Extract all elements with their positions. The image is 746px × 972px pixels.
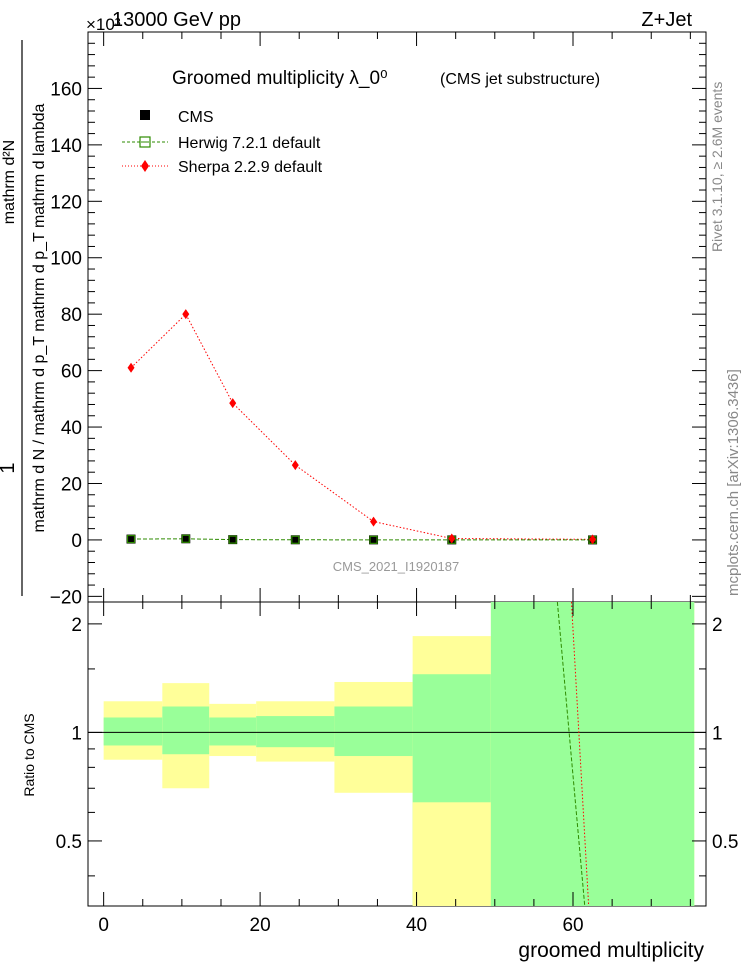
chart-subtitle: (CMS jet substructure) [440,71,600,88]
ratio-line-herwig [556,601,586,907]
main-ylabel: 1 mathrm d N / mathrm d p_T mathrm d p_T… [0,40,48,596]
main-ytick-label: 60 [61,362,82,383]
process-label: Z+Jet [641,9,692,31]
ratio-bands [103,602,695,906]
ratio-stat-band [209,717,257,746]
ratio-xtick-label: 20 [250,915,271,936]
sherpa-point [370,516,378,527]
cms-data-point [126,534,136,544]
mcplots-label: mcplots.cern.ch [arXiv:1306.3436] [725,369,742,596]
ratio-ylabel: Ratio to CMS [21,713,37,796]
ratio-ytick-label-right: 2 [712,615,723,636]
main-series [126,309,598,545]
main-ytick-label: −20 [50,587,82,608]
legend: CMS Herwig 7.2.1 default Sherpa 2.2.9 de… [122,109,323,176]
legend-cms-marker [140,110,150,120]
legend-sherpa-marker [141,160,149,172]
ratio-lines [556,601,590,907]
ratio-stat-band [103,717,163,746]
main-ytick-label: 160 [50,79,82,100]
ratio-ytick-label: 1 [71,723,82,744]
analysis-watermark: CMS_2021_I1920187 [333,559,460,574]
ratio-stat-band [490,602,695,906]
cms-data-point [228,535,238,545]
herwig-point [369,535,378,544]
sherpa-point [448,533,456,544]
main-ytick-label: 80 [61,305,82,326]
ratio-total-band-low [412,802,491,906]
y-exponent-label: ×10³ [86,15,121,34]
main-axis-ticks: −20 0 20 40 60 80 100 120 140 160 [50,32,706,608]
herwig-line [131,538,593,541]
ratio-xtick-label: 0 [98,915,109,936]
ratio-ytick-label-right: 0.5 [712,832,738,853]
sherpa-point [127,362,135,373]
ylabel-top: mathrm d²N [1,140,18,224]
energy-label: 13000 GeV pp [112,9,241,31]
ylabel-numerator: 1 [0,462,19,473]
cms-data-point [290,535,300,545]
main-ytick-label: 0 [71,531,82,552]
herwig-point [291,535,300,544]
main-ytick-label: 140 [50,136,82,157]
ratio-axis-ticks: 0.5 0.51 12 20 20 40 60 [56,602,738,936]
herwig-point [126,534,136,544]
cms-data-point [181,534,191,544]
legend-herwig-label: Herwig 7.2.1 default [178,135,321,152]
legend-sherpa-label: Sherpa 2.2.9 default [178,159,323,176]
main-ytick-label: 20 [61,474,82,495]
ratio-xtick-label: 60 [562,915,583,936]
ratio-plot-frame [87,601,707,907]
ratio-ytick-label-right: 1 [712,723,723,744]
ratio-ytick-label: 0.5 [56,832,82,853]
herwig-point [228,535,237,544]
herwig-point [181,534,190,543]
main-ytick-label: 40 [61,418,82,439]
chart-title: Groomed multiplicity λ_0⁰ [172,68,388,89]
cms-data-point [369,535,379,545]
main-ytick-label: 120 [50,192,82,213]
rivet-label: Rivet 3.1.10, ≥ 2.6M events [709,82,725,252]
sherpa-point [182,309,190,320]
ratio-stat-band [256,716,335,748]
ratio-xtick-label: 40 [406,915,427,936]
sherpa-point [291,460,299,471]
legend-cms-label: CMS [178,109,214,126]
x-axis-label: groomed multiplicity [518,939,704,962]
sherpa-line [130,313,593,540]
sherpa-point [229,398,237,409]
sherpa-point [589,534,597,545]
ratio-ytick-label: 2 [71,615,82,636]
ylabel-denominator: mathrm d N / mathrm d p_T mathrm d p_T m… [31,103,48,532]
main-ytick-label: 100 [50,249,82,270]
ratio-stat-band [162,706,210,755]
ratio-stat-band [334,706,413,757]
